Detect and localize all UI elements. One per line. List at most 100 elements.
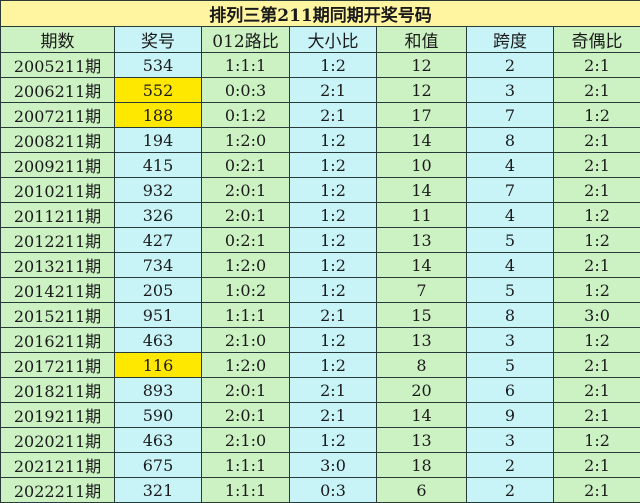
cell-sum: 13 [377,328,467,353]
cell-span: 5 [467,278,554,303]
cell-parity-ratio: 2:1 [554,78,640,103]
cell-route-ratio: 1:0:2 [202,278,290,303]
cell-span: 5 [467,353,554,378]
cell-sum: 14 [377,128,467,153]
cell-size-ratio: 2:1 [290,303,377,328]
cell-route-ratio: 1:2:0 [202,253,290,278]
cell-span: 9 [467,403,554,428]
cell-size-ratio: 1:2 [290,53,377,78]
header-parity-ratio: 奇偶比 [554,27,640,53]
cell-route-ratio: 1:2:0 [202,128,290,153]
cell-size-ratio: 1:2 [290,128,377,153]
cell-period: 2007211期 [1,103,115,128]
cell-span: 2 [467,453,554,478]
cell-sum: 14 [377,178,467,203]
cell-size-ratio: 1:2 [290,153,377,178]
cell-size-ratio: 1:2 [290,328,377,353]
cell-number: 205 [115,278,202,303]
cell-period: 2021211期 [1,453,115,478]
cell-sum: 13 [377,428,467,453]
cell-number: 463 [115,428,202,453]
cell-period: 2022211期 [1,478,115,503]
cell-span: 8 [467,128,554,153]
cell-span: 5 [467,228,554,253]
cell-parity-ratio: 1:2 [554,103,640,128]
cell-period: 2014211期 [1,278,115,303]
cell-span: 3 [467,78,554,103]
cell-size-ratio: 2:1 [290,78,377,103]
cell-route-ratio: 1:1:1 [202,53,290,78]
cell-sum: 14 [377,403,467,428]
cell-number: 951 [115,303,202,328]
cell-sum: 6 [377,478,467,503]
header-size-ratio: 大小比 [290,27,377,53]
cell-size-ratio: 1:2 [290,353,377,378]
cell-route-ratio: 2:0:1 [202,178,290,203]
cell-sum: 8 [377,353,467,378]
cell-span: 4 [467,253,554,278]
cell-route-ratio: 0:2:1 [202,153,290,178]
cell-sum: 14 [377,253,467,278]
cell-sum: 13 [377,228,467,253]
header-span: 跨度 [467,27,554,53]
cell-route-ratio: 2:0:1 [202,203,290,228]
cell-number: 734 [115,253,202,278]
cell-number: 194 [115,128,202,153]
cell-period: 2011211期 [1,203,115,228]
cell-route-ratio: 2:0:1 [202,403,290,428]
cell-parity-ratio: 2:1 [554,128,640,153]
cell-number: 463 [115,328,202,353]
cell-size-ratio: 1:2 [290,278,377,303]
cell-period: 2010211期 [1,178,115,203]
cell-period: 2016211期 [1,328,115,353]
cell-period: 2015211期 [1,303,115,328]
cell-span: 6 [467,378,554,403]
cell-parity-ratio: 2:1 [554,453,640,478]
cell-sum: 15 [377,303,467,328]
cell-span: 3 [467,428,554,453]
cell-span: 4 [467,203,554,228]
cell-size-ratio: 2:1 [290,378,377,403]
cell-parity-ratio: 2:1 [554,353,640,378]
cell-number: 590 [115,403,202,428]
cell-route-ratio: 1:1:1 [202,478,290,503]
cell-parity-ratio: 1:2 [554,228,640,253]
cell-parity-ratio: 1:2 [554,278,640,303]
cell-number: 321 [115,478,202,503]
cell-sum: 10 [377,153,467,178]
cell-number: 116 [115,353,202,378]
cell-period: 2012211期 [1,228,115,253]
cell-period: 2005211期 [1,53,115,78]
cell-sum: 12 [377,78,467,103]
cell-sum: 18 [377,453,467,478]
table-title: 排列三第211期同期开奖号码 [1,1,640,27]
cell-size-ratio: 1:2 [290,428,377,453]
cell-route-ratio: 1:2:0 [202,353,290,378]
cell-size-ratio: 2:1 [290,403,377,428]
cell-span: 2 [467,53,554,78]
cell-period: 2013211期 [1,253,115,278]
header-number: 奖号 [115,27,202,53]
cell-period: 2009211期 [1,153,115,178]
cell-size-ratio: 1:2 [290,178,377,203]
cell-number: 893 [115,378,202,403]
cell-span: 8 [467,303,554,328]
cell-parity-ratio: 1:2 [554,428,640,453]
cell-route-ratio: 1:1:1 [202,453,290,478]
cell-route-ratio: 2:0:1 [202,378,290,403]
cell-span: 7 [467,178,554,203]
cell-size-ratio: 1:2 [290,203,377,228]
cell-sum: 17 [377,103,467,128]
cell-period: 2008211期 [1,128,115,153]
cell-size-ratio: 0:3 [290,478,377,503]
cell-route-ratio: 2:1:0 [202,328,290,353]
header-route-ratio: 012路比 [202,27,290,53]
